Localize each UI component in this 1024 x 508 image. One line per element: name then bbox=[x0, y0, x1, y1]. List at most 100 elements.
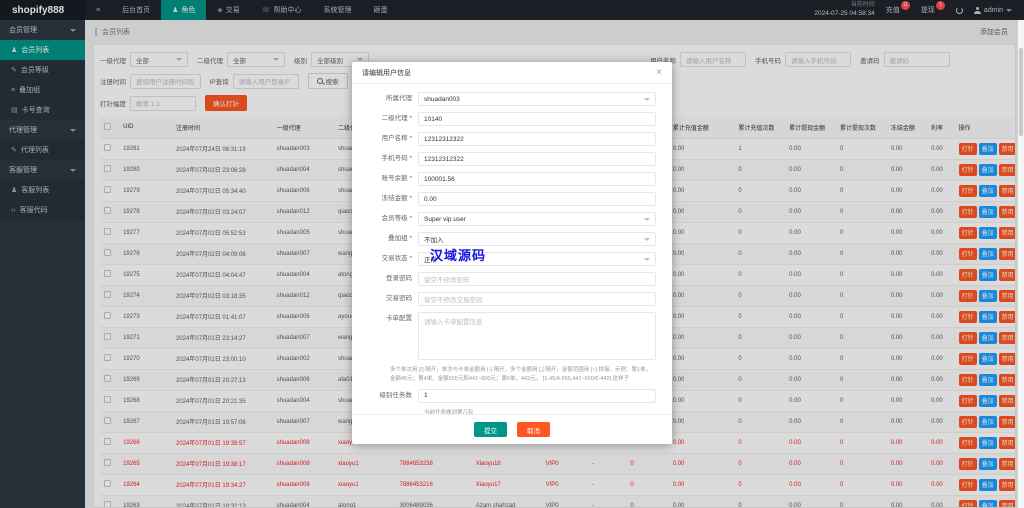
action-禁用-button[interactable]: 禁用 bbox=[998, 436, 1015, 449]
field-input[interactable]: 12312312322 bbox=[418, 152, 656, 166]
nav-item-menu[interactable]: ≡ bbox=[85, 0, 111, 20]
row-checkbox[interactable] bbox=[104, 501, 111, 507]
action-打针-button[interactable]: 打针 bbox=[958, 478, 977, 491]
filter-input[interactable]: 请输入手机号码 bbox=[785, 52, 851, 67]
vertical-scrollbar[interactable] bbox=[1018, 20, 1024, 508]
action-打针-button[interactable]: 打针 bbox=[958, 373, 977, 386]
action-禁用-button[interactable]: 禁用 bbox=[998, 142, 1015, 155]
action-打针-button[interactable]: 打针 bbox=[958, 394, 977, 407]
action-打针-button[interactable]: 打针 bbox=[958, 457, 977, 470]
scrollbar-thumb[interactable] bbox=[1019, 48, 1023, 136]
row-checkbox[interactable] bbox=[104, 249, 111, 256]
sidebar-item-代理列表[interactable]: ✎ 代理列表 bbox=[0, 140, 85, 160]
row-checkbox[interactable] bbox=[104, 396, 111, 403]
nav-item-帮助中心[interactable]: ☏ 帮助中心 bbox=[251, 0, 313, 20]
row-checkbox[interactable] bbox=[104, 165, 111, 172]
sidebar-item-叠加组[interactable]: ≡ 叠加组 bbox=[0, 80, 85, 100]
action-禁用-button[interactable]: 禁用 bbox=[998, 226, 1015, 239]
action-叠加-button[interactable]: 叠加 bbox=[978, 247, 997, 260]
field-input[interactable]: 留空不修改密码 bbox=[418, 272, 656, 286]
filter-select[interactable]: 全部 bbox=[130, 52, 188, 67]
row-checkbox[interactable] bbox=[104, 186, 111, 193]
field-select[interactable]: Super vip user bbox=[418, 212, 656, 226]
action-打针-button[interactable]: 打针 bbox=[958, 289, 977, 302]
sidebar-item-卡号查询[interactable]: ▤ 卡号查询 bbox=[0, 100, 85, 120]
refresh-icon[interactable] bbox=[955, 6, 963, 14]
sidebar-group-代理管理[interactable]: 代理管理 bbox=[0, 120, 85, 140]
action-禁用-button[interactable]: 禁用 bbox=[998, 331, 1015, 344]
action-禁用-button[interactable]: 禁用 bbox=[998, 247, 1015, 260]
nav-item-角色[interactable]: ♟ 角色 bbox=[161, 0, 207, 20]
action-打针-button[interactable]: 打针 bbox=[958, 415, 977, 428]
filter-select[interactable]: 全部 bbox=[227, 52, 285, 67]
action-打针-button[interactable]: 打针 bbox=[958, 268, 977, 281]
action-叠加-button[interactable]: 叠加 bbox=[978, 226, 997, 239]
field-input[interactable]: 10140 bbox=[418, 112, 656, 126]
filter-input[interactable]: 请输入用户登录IP bbox=[232, 73, 299, 89]
add-member-link[interactable]: 添加会员 bbox=[980, 29, 1008, 36]
row-checkbox[interactable] bbox=[104, 438, 111, 445]
action-打针-button[interactable]: 打针 bbox=[958, 184, 977, 197]
row-checkbox[interactable] bbox=[104, 207, 111, 214]
sidebar-item-会员等级[interactable]: ✎ 会员等级 bbox=[0, 60, 85, 80]
action-叠加-button[interactable]: 叠加 bbox=[978, 268, 997, 281]
action-禁用-button[interactable]: 禁用 bbox=[998, 499, 1015, 507]
filter-input[interactable]: 概率 1.1 bbox=[130, 95, 196, 111]
search-button[interactable]: 搜索 bbox=[307, 73, 348, 89]
filter-input[interactable]: 邀请码 bbox=[883, 52, 950, 67]
action-打针-button[interactable]: 打针 bbox=[958, 310, 977, 323]
filter-input[interactable]: 请输入用户名称 bbox=[680, 52, 746, 67]
action-叠加-button[interactable]: 叠加 bbox=[978, 205, 997, 218]
row-checkbox[interactable] bbox=[104, 354, 111, 361]
row-checkbox[interactable] bbox=[104, 480, 111, 487]
sidebar-item-客服列表[interactable]: ♟ 客服列表 bbox=[0, 180, 85, 200]
action-打针-button[interactable]: 打针 bbox=[958, 142, 977, 155]
nav-item-系统管理[interactable]: 系统管理 bbox=[313, 0, 363, 20]
action-禁用-button[interactable]: 禁用 bbox=[998, 373, 1015, 386]
field-textarea[interactable]: 请输入卡单配置信息 bbox=[418, 312, 656, 360]
action-打针-button[interactable]: 打针 bbox=[958, 247, 977, 260]
action-禁用-button[interactable]: 禁用 bbox=[998, 394, 1015, 407]
action-叠加-button[interactable]: 叠加 bbox=[978, 352, 997, 365]
user-menu[interactable]: admin bbox=[973, 6, 1012, 14]
action-叠加-button[interactable]: 叠加 bbox=[978, 142, 997, 155]
nav-item-后台首页[interactable]: 后台首页 bbox=[111, 0, 161, 20]
action-叠加-button[interactable]: 叠加 bbox=[978, 163, 997, 176]
close-icon[interactable]: × bbox=[656, 66, 662, 78]
field-input[interactable]: 12312312322 bbox=[418, 132, 656, 146]
action-禁用-button[interactable]: 禁用 bbox=[998, 289, 1015, 302]
action-叠加-button[interactable]: 叠加 bbox=[978, 184, 997, 197]
action-禁用-button[interactable]: 禁用 bbox=[998, 205, 1015, 218]
sidebar-item-会员列表[interactable]: ♟ 会员列表 bbox=[0, 40, 85, 60]
select-all-checkbox[interactable] bbox=[104, 122, 111, 130]
action-打针-button[interactable]: 打针 bbox=[958, 331, 977, 344]
field-select[interactable]: shuadan003 bbox=[418, 92, 656, 106]
action-禁用-button[interactable]: 禁用 bbox=[998, 478, 1015, 491]
action-禁用-button[interactable]: 禁用 bbox=[998, 352, 1015, 365]
row-checkbox[interactable] bbox=[104, 375, 111, 382]
action-禁用-button[interactable]: 禁用 bbox=[998, 163, 1015, 176]
field-input[interactable]: 留空不修改交易密码 bbox=[418, 292, 656, 306]
action-叠加-button[interactable]: 叠加 bbox=[978, 394, 997, 407]
sidebar-item-客服代码[interactable]: ‹› 客服代码 bbox=[0, 200, 85, 220]
action-禁用-button[interactable]: 禁用 bbox=[998, 457, 1015, 470]
field-input[interactable]: 100001.56 bbox=[418, 172, 656, 186]
row-checkbox[interactable] bbox=[104, 144, 111, 151]
nav-item-交易[interactable]: ◈ 交易 bbox=[206, 0, 250, 20]
field-select[interactable]: 正常 bbox=[418, 252, 656, 266]
row-checkbox[interactable] bbox=[104, 228, 111, 235]
action-叠加-button[interactable]: 叠加 bbox=[978, 331, 997, 344]
cancel-button[interactable]: 取消 bbox=[517, 422, 550, 437]
action-打针-button[interactable]: 打针 bbox=[958, 352, 977, 365]
action-叠加-button[interactable]: 叠加 bbox=[978, 415, 997, 428]
action-打针-button[interactable]: 打针 bbox=[958, 226, 977, 239]
submit-button[interactable]: 提交 bbox=[474, 422, 507, 437]
row-checkbox[interactable] bbox=[104, 417, 111, 424]
inject-confirm-button[interactable]: 确认打针 bbox=[205, 95, 247, 111]
sidebar-group-客服管理[interactable]: 客服管理 bbox=[0, 160, 85, 180]
action-打针-button[interactable]: 打针 bbox=[958, 499, 977, 507]
recharge-link[interactable]: 充值 11 bbox=[886, 1, 910, 15]
row-checkbox[interactable] bbox=[104, 270, 111, 277]
row-checkbox[interactable] bbox=[104, 312, 111, 319]
nav-item-砸蛋[interactable]: 砸蛋 bbox=[363, 0, 399, 20]
